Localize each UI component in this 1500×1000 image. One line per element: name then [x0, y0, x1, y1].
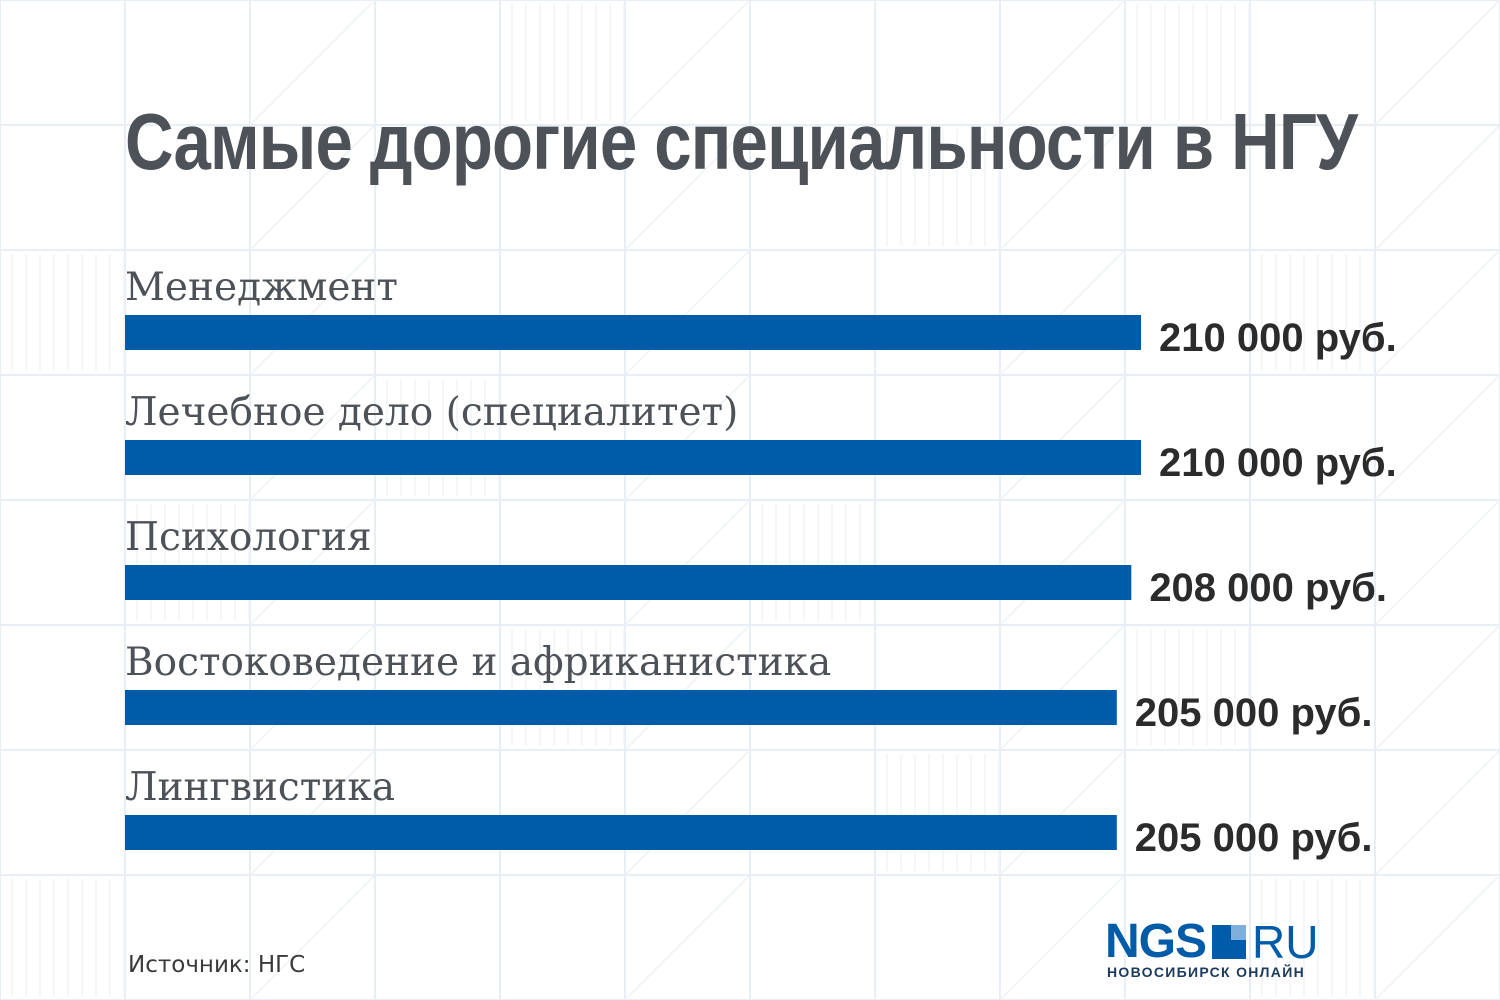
value-label: 208 000 руб.	[1149, 566, 1387, 610]
category-label: Менеджмент	[125, 265, 398, 310]
ngs-logo: NGS RU НОВОСИБИРСК ОНЛАЙН	[1105, 918, 1385, 982]
category-label: Психология	[125, 515, 372, 560]
bar	[125, 565, 1132, 600]
value-label: 210 000 руб.	[1159, 441, 1397, 485]
value-label: 205 000 руб.	[1135, 816, 1373, 860]
category-label: Лингвистика	[125, 765, 395, 810]
bar	[125, 315, 1141, 350]
logo-suffix-text: RU	[1252, 916, 1319, 968]
bar	[125, 690, 1117, 725]
chart-title: Самые дорогие специальности в НГУ	[125, 97, 1358, 186]
logo-brand-text: NGS	[1105, 915, 1207, 968]
bar	[125, 815, 1117, 850]
logo-square-icon	[1212, 925, 1247, 959]
category-label: Востоковедение и африканистика	[125, 640, 831, 685]
bar	[125, 440, 1141, 475]
value-label: 205 000 руб.	[1135, 691, 1373, 735]
source-note: Источник: НГС	[128, 952, 306, 978]
logo-tagline: НОВОСИБИРСК ОНЛАЙН	[1107, 964, 1305, 980]
value-label: 210 000 руб.	[1159, 316, 1397, 360]
category-label: Лечебное дело (специалитет)	[125, 390, 738, 435]
